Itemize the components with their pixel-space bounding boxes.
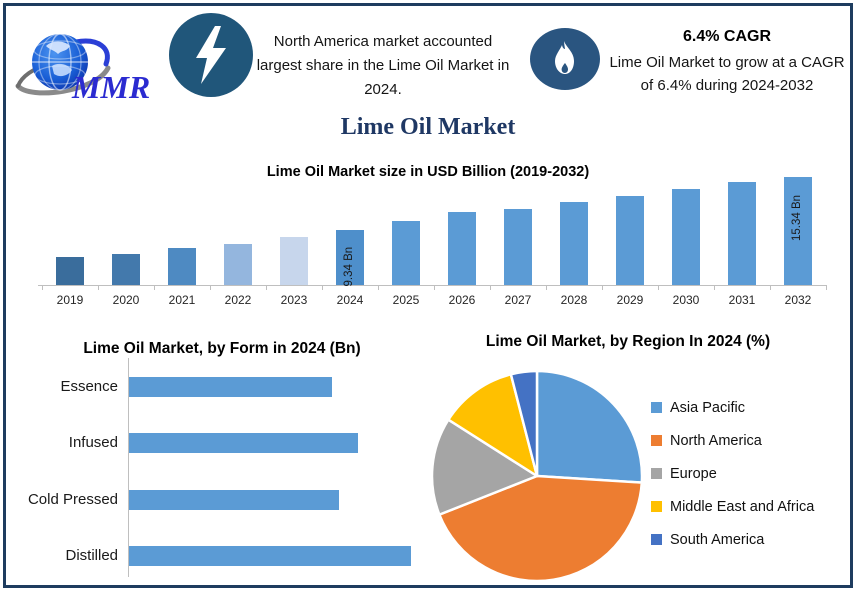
legend-swatch [651, 468, 662, 479]
column-bar [112, 254, 140, 285]
infographic-canvas: MMR North America market accounted large… [3, 3, 853, 588]
x-axis-tick [490, 285, 491, 290]
mmr-logo: MMR [12, 20, 168, 108]
form-category-label: Cold Pressed [27, 491, 118, 508]
column-bar [448, 212, 476, 285]
legend-swatch [651, 402, 662, 413]
x-axis-label: 2025 [392, 293, 420, 307]
cagr-title: 6.4% CAGR [682, 28, 772, 45]
x-axis-tick [546, 285, 547, 290]
form-bar [129, 377, 332, 397]
x-axis-label: 2023 [280, 293, 308, 307]
cagr-text: Lime Oil Market to grow at a CAGR of 6.4… [609, 54, 845, 94]
column-bar [56, 257, 84, 285]
logo-text: MMR [71, 69, 150, 105]
x-axis-label: 2022 [224, 293, 252, 307]
pie-slice [535, 369, 644, 484]
highlight-north-america: North America market accounted largest s… [256, 33, 510, 98]
column-bar [672, 189, 700, 285]
x-axis-label: 2030 [672, 293, 700, 307]
form-category-label: Distilled [65, 547, 118, 564]
form-bar [129, 490, 339, 510]
x-axis-tick [154, 285, 155, 290]
pie-slice [509, 369, 539, 478]
legend-item: Middle East and Africa [651, 497, 814, 516]
x-axis-tick [210, 285, 211, 290]
x-axis-tick [602, 285, 603, 290]
x-axis-tick [434, 285, 435, 290]
x-axis-tick [378, 285, 379, 290]
x-axis-tick [826, 285, 827, 290]
column-bar [336, 230, 364, 285]
legend-label: Europe [670, 465, 717, 482]
pie-chart-title: Lime Oil Market, by Region In 2024 (%) [485, 333, 771, 350]
x-axis-label: 2019 [56, 293, 84, 307]
flame-badge [530, 28, 600, 90]
lightning-icon [196, 26, 226, 84]
highlight-cagr: 6.4% CAGR Lime Oil Market to grow at a C… [607, 28, 847, 97]
legend-swatch [651, 435, 662, 446]
form-category-label: Infused [68, 434, 118, 451]
legend-swatch [651, 501, 662, 512]
x-axis-label: 2028 [560, 293, 588, 307]
legend-item: South America [651, 530, 814, 549]
x-axis-label: 2032 [784, 293, 812, 307]
legend-item: Europe [651, 464, 814, 483]
column-bar [392, 221, 420, 285]
x-axis-tick [714, 285, 715, 290]
x-axis-label: 2021 [168, 293, 196, 307]
flame-icon [555, 41, 574, 74]
x-axis-label: 2020 [112, 293, 140, 307]
lightning-badge [169, 13, 253, 97]
column-bar [616, 196, 644, 285]
x-axis-tick [98, 285, 99, 290]
legend-label: Asia Pacific [670, 399, 745, 416]
column-chart: 2019 2020 2021 2022 2023 2024 9.34 Bn 2025 2026 2… [6, 6, 850, 585]
x-axis-tick [770, 285, 771, 290]
legend-label: Middle East and Africa [670, 498, 815, 515]
x-axis-label: 2027 [504, 293, 532, 307]
column-bar [504, 209, 532, 285]
x-axis [38, 285, 826, 286]
legend-item: North America [651, 431, 814, 450]
x-axis-label: 2031 [728, 293, 756, 307]
form-chart-title: Lime Oil Market, by Form in 2024 (Bn) [83, 340, 361, 357]
form-chart: Essence Infused Cold Pressed Distilled [6, 6, 850, 585]
x-axis-tick [322, 285, 323, 290]
pie-slice [447, 373, 539, 478]
form-category-label: Essence [60, 378, 118, 395]
legend-label: South America [670, 531, 765, 548]
x-axis-label: 2026 [448, 293, 476, 307]
pie-chart [430, 369, 644, 583]
x-axis-label: 2029 [616, 293, 644, 307]
column-bar [168, 248, 196, 285]
y-axis [128, 358, 129, 577]
x-axis-label: 2024 [336, 293, 364, 307]
x-axis-tick [266, 285, 267, 290]
column-bar [560, 202, 588, 285]
column-bar [224, 244, 252, 285]
column-bar [728, 182, 756, 285]
x-axis-tick [42, 285, 43, 290]
pie-slice [430, 418, 539, 516]
globe-icon: MMR [15, 33, 150, 105]
column-bar [784, 177, 812, 285]
pie-legend: Asia Pacific North America Europe Middle Ea… [651, 398, 814, 549]
legend-label: North America [670, 432, 762, 449]
form-bar [129, 433, 358, 453]
pie-slice [438, 474, 644, 583]
x-axis-tick [658, 285, 659, 290]
column-bar [280, 237, 308, 285]
legend-swatch [651, 534, 662, 545]
column-chart-title: Lime Oil Market size in USD Billion (201… [266, 164, 590, 180]
page-title: Lime Oil Market [340, 114, 516, 140]
legend-item: Asia Pacific [651, 398, 814, 417]
form-bar [129, 546, 411, 566]
